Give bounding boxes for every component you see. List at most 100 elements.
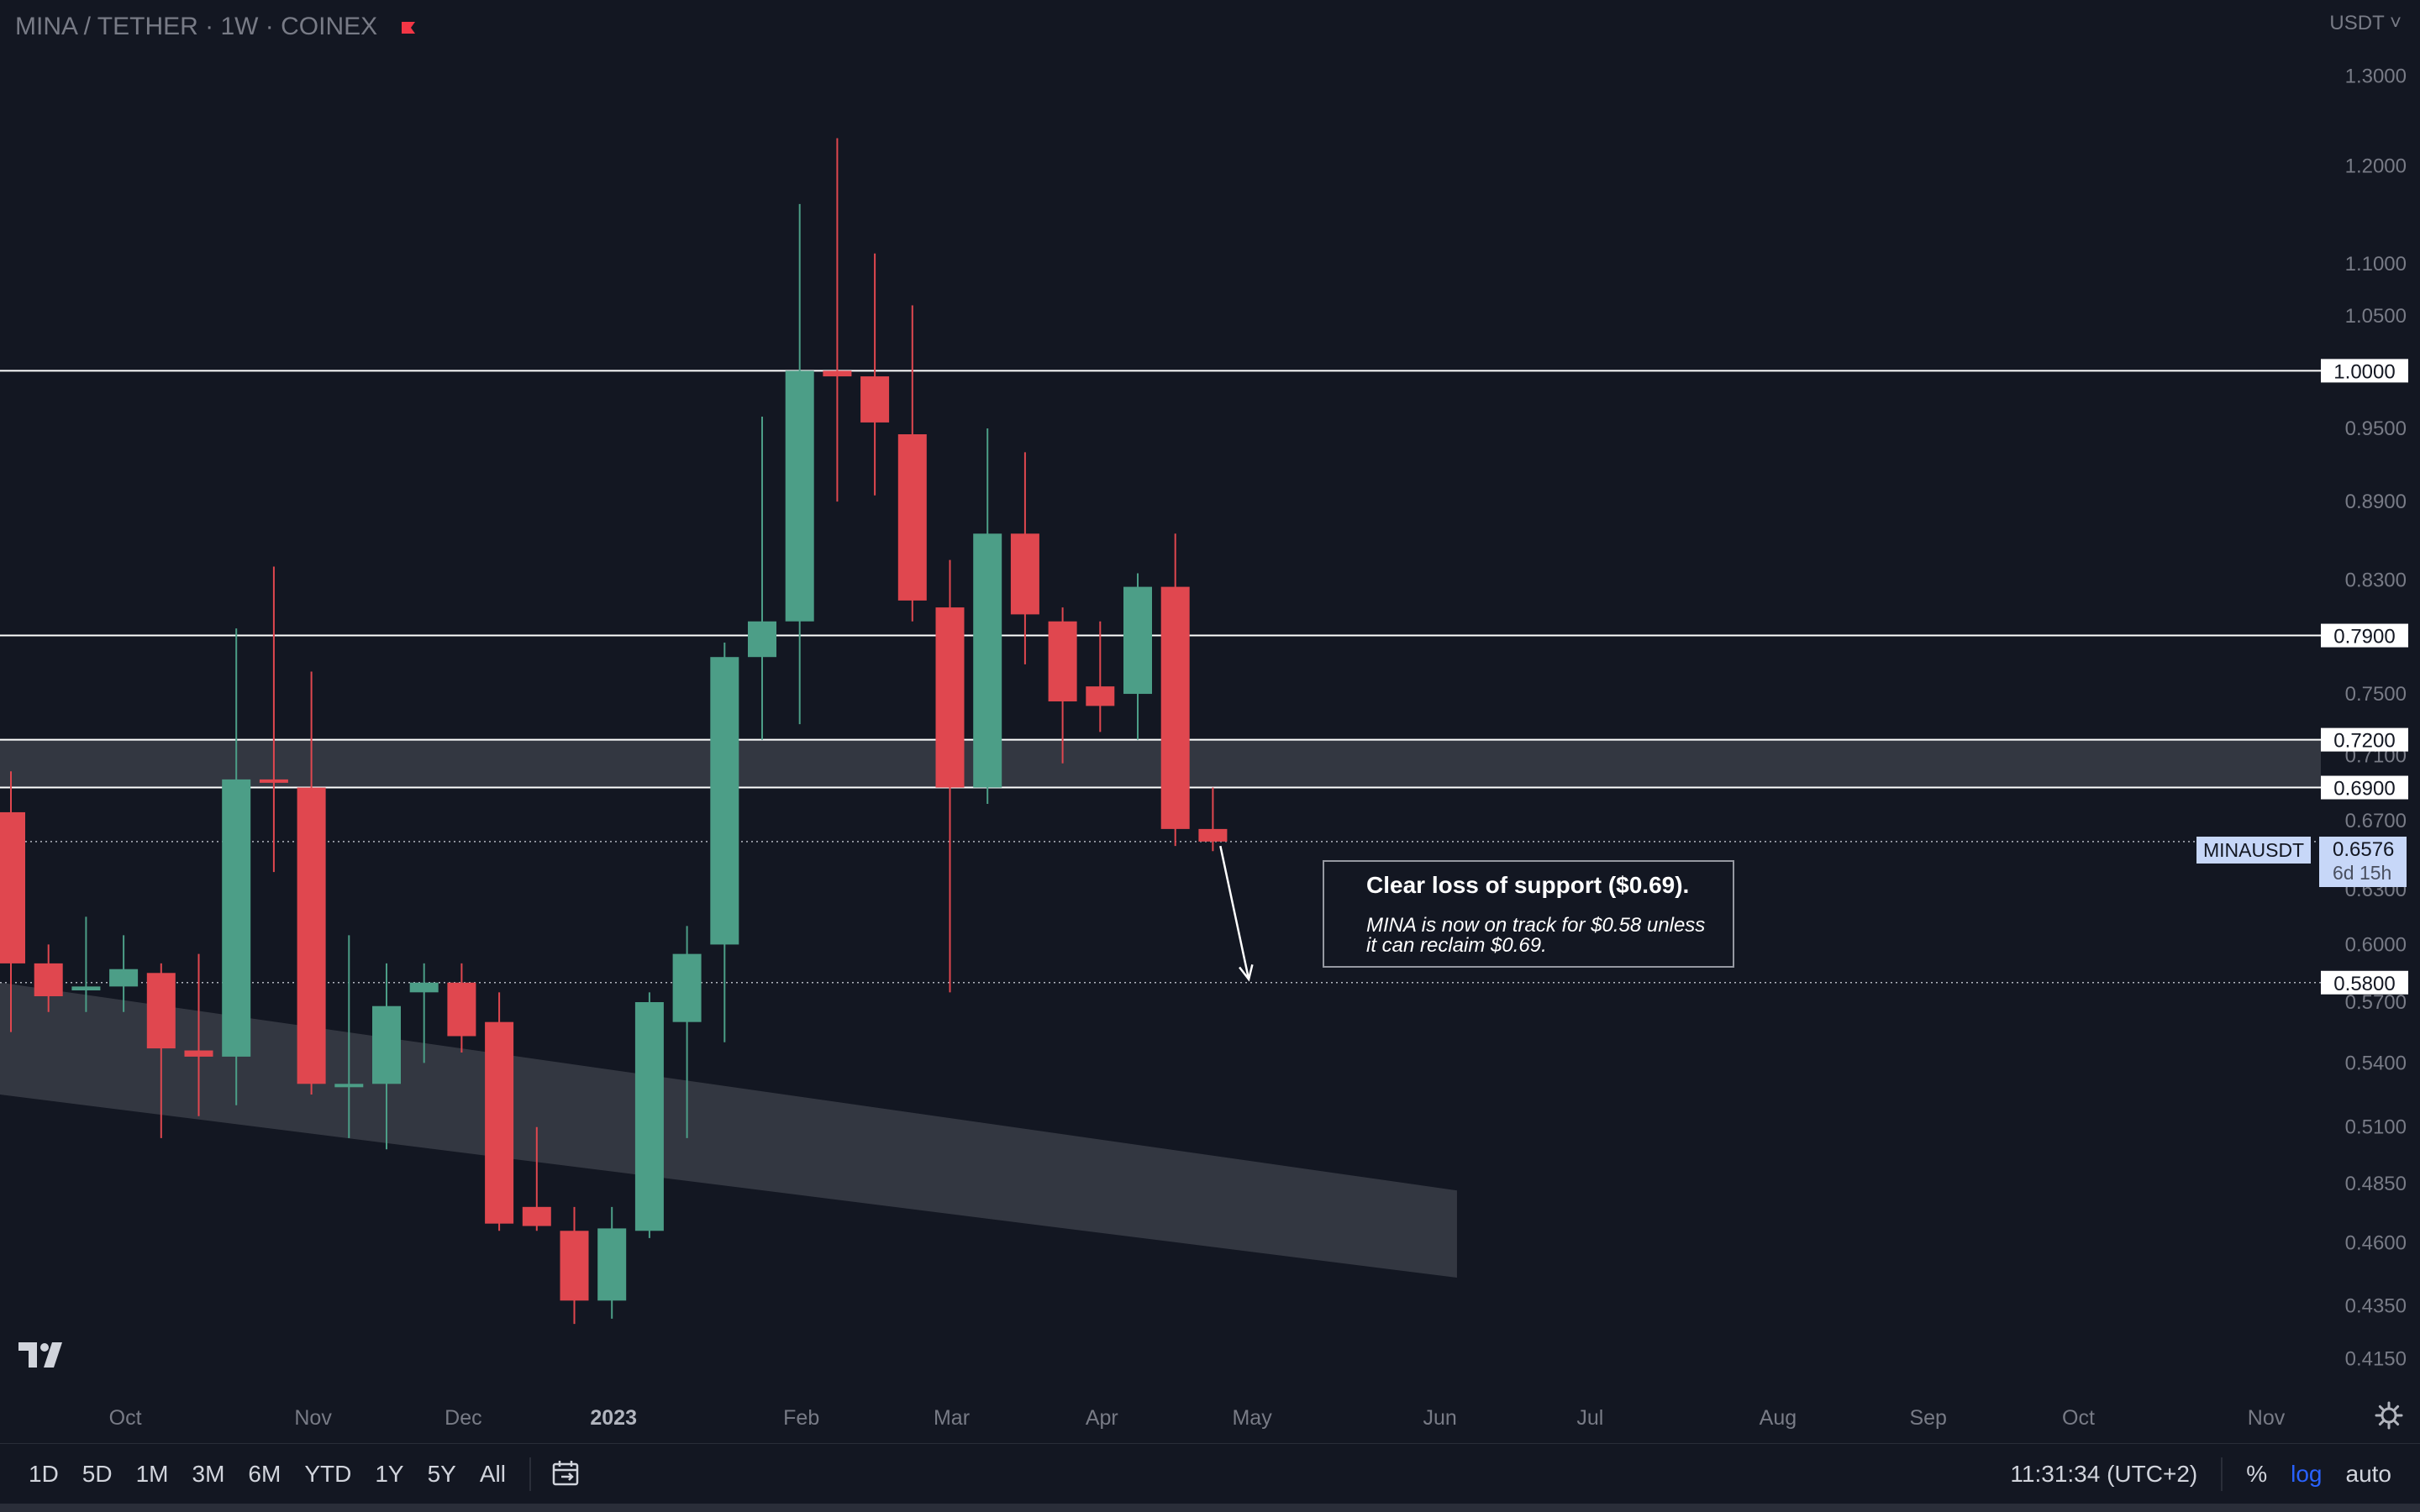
candle-body (447, 982, 476, 1037)
price-tick-label: 0.7500 (2345, 683, 2407, 706)
range-1m-button[interactable]: 1M (135, 1461, 169, 1487)
range-selector: 1D 5D 1M 3M 6M YTD 1Y 5Y All (17, 1444, 590, 1504)
arrow-head (1239, 963, 1254, 982)
candle-body (860, 376, 890, 423)
candle-body (1160, 586, 1190, 829)
candle-down (860, 253, 890, 496)
clock-time[interactable]: 11:31:34 (UTC+2) (2010, 1461, 2198, 1487)
candle-down (1010, 452, 1039, 664)
time-tick-label: Mar (934, 1406, 970, 1430)
level-tag-box (2321, 623, 2408, 648)
candle-up (597, 1206, 627, 1319)
chevron-down-icon: ˅ (2384, 12, 2402, 34)
candle-down (897, 305, 927, 622)
candle-up (748, 416, 776, 740)
candle-body (560, 1231, 589, 1301)
annotation-callout[interactable]: Clear loss of support ($0.69). MINA is n… (1323, 860, 1734, 968)
candle-up (409, 963, 439, 1063)
candle-body (334, 1084, 364, 1088)
last-price-tag: 0.6576 6d 15h (2319, 837, 2407, 887)
scale-controls: 11:31:34 (UTC+2) % log auto (1998, 1444, 2403, 1504)
candle-body (897, 434, 927, 601)
level-tag-label: 0.7900 (2333, 626, 2395, 648)
time-tick-label: Oct (2062, 1406, 2095, 1430)
bottom-scrollbar[interactable] (0, 1504, 2420, 1512)
time-tick-label: Aug (1760, 1406, 1797, 1430)
annotation-title: Clear loss of support ($0.69). (1366, 872, 1690, 898)
price-tick-label: 0.8900 (2345, 491, 2407, 513)
flag-icon[interactable] (401, 18, 416, 36)
price-tick-label: 0.5400 (2345, 1052, 2407, 1074)
bottom-toolbar: 1D 5D 1M 3M 6M YTD 1Y 5Y All 11:31:34 (U… (0, 1443, 2420, 1504)
candle-down (1160, 533, 1190, 847)
price-tick-label: 0.6700 (2345, 810, 2407, 832)
candle-body (522, 1206, 551, 1226)
horizontal-levels (0, 370, 2321, 984)
percent-scale-toggle[interactable]: % (2246, 1461, 2268, 1487)
level-tag-label: 1.0000 (2333, 360, 2395, 383)
candle-body (222, 779, 251, 1057)
currency-selector[interactable]: USDT ˅ (2329, 12, 2402, 35)
price-tick-label: 0.5100 (2345, 1116, 2407, 1139)
price-tick-label: 0.9500 (2345, 417, 2407, 440)
annotation-body-line2: it can reclaim $0.69. (1366, 934, 1547, 957)
range-6m-button[interactable]: 6M (248, 1461, 281, 1487)
candle-body (71, 986, 101, 991)
drawing-layer (0, 739, 2321, 1278)
candle-body (1198, 828, 1228, 842)
range-5d-button[interactable]: 5D (82, 1461, 113, 1487)
level-price-tag: 0.6900 (2321, 775, 2408, 801)
symbol-title[interactable]: MINA / TETHER · 1W · COINEX (15, 13, 378, 40)
candle-body (0, 811, 25, 963)
annotation-body-line1: MINA is now on track for $0.58 unless (1366, 914, 1706, 937)
range-3m-button[interactable]: 3M (192, 1461, 225, 1487)
candle-body (1123, 586, 1152, 695)
tradingview-logo-icon[interactable] (18, 1342, 71, 1372)
candle-up (222, 628, 251, 1105)
price-axis: 1.3000 1.2000 1.1000 1.0500 0.9500 0.8900 0.83… (2345, 66, 2407, 1371)
candle-body (34, 963, 63, 996)
candle-down (297, 671, 326, 1095)
candle-down (823, 138, 852, 502)
range-ytd-button[interactable]: YTD (304, 1461, 352, 1487)
descending-channel-zone (0, 982, 1457, 1278)
time-tick-label: 2023 (590, 1406, 637, 1430)
candle-body (184, 1050, 213, 1057)
candle-up (634, 992, 664, 1238)
candle-up (710, 643, 739, 1042)
candle-down (935, 559, 965, 993)
level-tag-box (2321, 775, 2408, 800)
candle-body (973, 533, 1002, 788)
bar-countdown: 6d 15h (2333, 862, 2392, 884)
axis-tags: 1.0000 0.7900 0.7200 0.6900 0.5800 (2321, 359, 2408, 995)
range-all-button[interactable]: All (479, 1461, 506, 1487)
level-price-tag: 0.7200 (2321, 727, 2408, 753)
level-tag-label: 0.5800 (2333, 973, 2395, 995)
candle-down (34, 944, 63, 1012)
log-scale-toggle[interactable]: log (2291, 1461, 2323, 1487)
auto-scale-toggle[interactable]: auto (2345, 1461, 2392, 1487)
time-tick-label: Feb (783, 1406, 819, 1430)
time-tick-label: Dec (445, 1406, 481, 1430)
candle-down (1048, 607, 1077, 764)
range-1d-button[interactable]: 1D (29, 1461, 59, 1487)
calendar-range-icon[interactable] (543, 1460, 590, 1488)
level-tag-label: 0.7200 (2333, 730, 2395, 753)
candle-up (71, 916, 101, 1012)
candle-up (973, 428, 1002, 805)
projection-arrow (1219, 845, 1254, 982)
range-5y-button[interactable]: 5Y (427, 1461, 456, 1487)
level-price-tag: 0.5800 (2321, 970, 2408, 995)
candle-down (0, 771, 25, 1032)
chart-header: MINA / TETHER · 1W · COINEX (15, 10, 416, 44)
candle-body (634, 1002, 664, 1231)
gear-icon[interactable] (2375, 1401, 2403, 1430)
time-axis: Oct Nov Dec 2023 Feb Mar Apr May Jun Jul Aug Sep Oct… (109, 1406, 2286, 1430)
symbol-tag-name: MINAUSDT (2203, 839, 2305, 861)
candlestick-series (0, 138, 1228, 1325)
candle-down (560, 1206, 589, 1325)
candle-body (409, 982, 439, 993)
price-chart[interactable]: 1.3000 1.2000 1.1000 1.0500 0.9500 0.8900 0.83… (0, 0, 2420, 1443)
candle-body (785, 370, 814, 622)
range-1y-button[interactable]: 1Y (375, 1461, 404, 1487)
